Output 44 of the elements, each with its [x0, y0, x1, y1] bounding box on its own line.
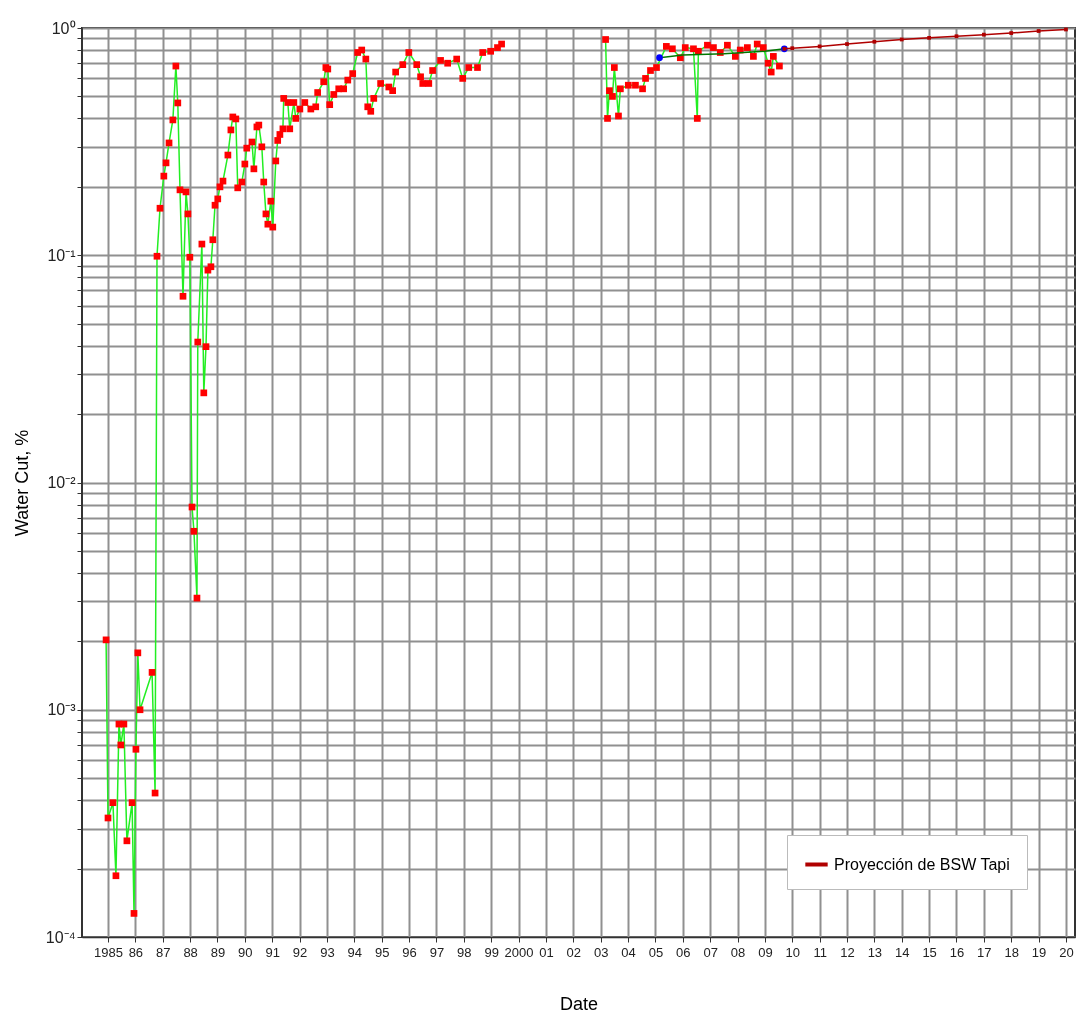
y-tick-label: 10⁰	[51, 19, 76, 37]
x-tick-label: 97	[429, 944, 445, 960]
y-axis-title: Water Cut, %	[11, 429, 32, 537]
x-tick-label: 01	[539, 944, 554, 960]
x-tick-label: 11	[813, 944, 827, 960]
y-tick-label: 10⁻²	[47, 474, 77, 491]
x-tick-label: 16	[949, 944, 965, 960]
x-tick-label: 1985	[94, 944, 123, 960]
x-tick-label: 18	[1004, 944, 1019, 960]
x-tick-label: 05	[648, 944, 664, 960]
x-tick-label: 88	[183, 944, 198, 960]
x-axis-title: Date	[559, 993, 599, 1014]
x-tick-label: 86	[128, 944, 144, 960]
x-tick-label: 15	[922, 944, 937, 960]
y-tick-label: 10⁻¹	[47, 246, 76, 264]
x-tick-label: 89	[210, 944, 226, 960]
x-tick-label: 99	[484, 944, 499, 960]
x-tick-label: 20	[1059, 944, 1074, 960]
x-tick-label: 98	[457, 944, 472, 960]
x-tick-label: 94	[347, 944, 363, 960]
x-tick-label: 92	[292, 944, 308, 960]
x-tick-label: 07	[703, 944, 718, 960]
x-tick-label: 03	[593, 944, 609, 960]
x-tick-label: 04	[621, 944, 636, 960]
x-tick-label: 19	[1031, 944, 1047, 960]
x-tick-label: 13	[867, 944, 883, 960]
y-tick-label: 10⁻⁴	[45, 928, 76, 946]
x-tick-label: 02	[566, 944, 582, 960]
x-tick-label: 87	[156, 944, 171, 960]
x-tick-label: 90	[238, 944, 253, 960]
y-tick-label: 10⁻³	[47, 701, 77, 719]
x-tick-label: 08	[730, 944, 746, 960]
legend-label: Proyección de BSW Tapi	[834, 855, 1010, 873]
x-tick-label: 06	[676, 944, 691, 960]
x-tick-label: 95	[374, 944, 390, 960]
x-tick-label: 12	[840, 944, 855, 960]
x-tick-label: 14	[895, 944, 910, 960]
x-tick-label: 09	[758, 944, 773, 960]
x-tick-label: 93	[320, 944, 335, 960]
x-tick-label: 17	[977, 944, 992, 960]
x-tick-label: 10	[785, 944, 800, 960]
x-tick-label: 96	[402, 944, 417, 960]
x-tick-label: 2000	[504, 944, 534, 960]
x-tick-label: 91	[265, 944, 280, 960]
